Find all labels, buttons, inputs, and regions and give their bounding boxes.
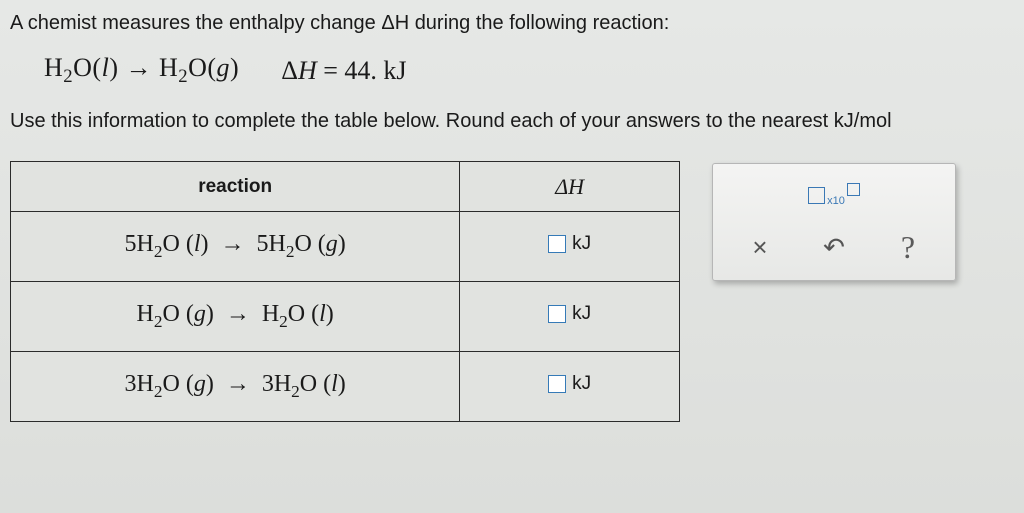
intro-part1: A chemist measures the enthalpy change Δ… xyxy=(10,12,669,34)
sci-exponent-box xyxy=(847,183,860,196)
answer-wrapper: kJ xyxy=(548,373,591,395)
page-root: A chemist measures the enthalpy change Δ… xyxy=(0,0,1024,513)
unit-label: kJ xyxy=(572,303,591,325)
table-body: 5H2O (l) → 5H2O (g) kJ H2O (g) → H2O (l) kJ… xyxy=(11,212,680,422)
header-deltaH: ΔH xyxy=(460,162,680,212)
sci-mantissa-box xyxy=(808,187,825,204)
table-row: 5H2O (l) → 5H2O (g) kJ xyxy=(11,212,680,282)
equation-deltaH: ΔH = 44. kJ xyxy=(281,56,406,86)
header-reaction: reaction xyxy=(11,162,460,212)
equation-reaction: H2O(l) → H2O(g) xyxy=(44,53,239,88)
sci-x10-label: x10 xyxy=(827,195,845,207)
answer-input[interactable] xyxy=(548,375,566,393)
answer-input[interactable] xyxy=(548,305,566,323)
palette-row-1: x10 xyxy=(723,172,945,218)
reset-button[interactable]: ↶ xyxy=(814,232,854,263)
reaction-cell: H2O (g) → H2O (l) xyxy=(11,282,460,352)
table-header-row: reaction ΔH xyxy=(11,162,680,212)
unit-label: kJ xyxy=(572,373,591,395)
help-button[interactable]: ? xyxy=(888,229,928,266)
reaction-cell: 5H2O (l) → 5H2O (g) xyxy=(11,212,460,282)
deltaH-cell: kJ xyxy=(460,212,680,282)
undo-icon: ↶ xyxy=(823,232,845,262)
intro-text: A chemist measures the enthalpy change Δ… xyxy=(10,12,1024,35)
tool-palette: x10 × ↶ ? xyxy=(712,163,956,281)
table-row: H2O (g) → H2O (l) kJ xyxy=(11,282,680,352)
clear-button[interactable]: × xyxy=(740,232,780,263)
given-equation: H2O(l) → H2O(g) ΔH = 44. kJ xyxy=(44,53,1024,88)
instruction-text: Use this information to complete the tab… xyxy=(10,110,1024,133)
x-icon: × xyxy=(752,232,767,262)
answer-wrapper: kJ xyxy=(548,303,591,325)
deltaH-cell: kJ xyxy=(460,282,680,352)
scientific-notation-button[interactable]: x10 xyxy=(808,183,860,208)
question-icon: ? xyxy=(901,229,915,265)
reaction-table: reaction ΔH 5H2O (l) → 5H2O (g)kJH2O (g)… xyxy=(10,161,680,422)
deltaH-cell: kJ xyxy=(460,352,680,422)
answer-input[interactable] xyxy=(548,235,566,253)
table-row: 3H2O (g) → 3H2O (l) kJ xyxy=(11,352,680,422)
reaction-cell: 3H2O (g) → 3H2O (l) xyxy=(11,352,460,422)
lower-area: reaction ΔH 5H2O (l) → 5H2O (g)kJH2O (g)… xyxy=(10,161,1024,422)
palette-row-2: × ↶ ? xyxy=(723,224,945,270)
unit-label: kJ xyxy=(572,233,591,255)
answer-wrapper: kJ xyxy=(548,233,591,255)
